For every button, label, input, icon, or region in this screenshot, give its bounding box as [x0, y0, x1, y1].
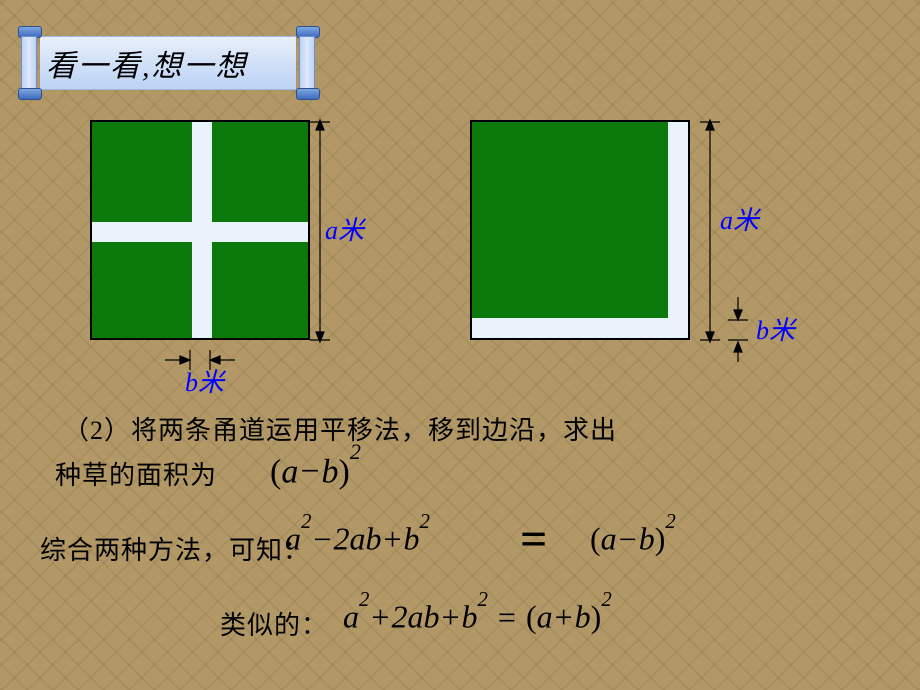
- formula-equals: =: [520, 512, 547, 567]
- dim-label-a-left: a米: [325, 210, 364, 247]
- title-banner: 看一看,想一想: [18, 28, 318, 98]
- formula-similar: a2+2ab+b2 = (a+b)2: [343, 598, 612, 636]
- text-line-3: 综合两种方法，可知：: [40, 530, 310, 567]
- formula-expand-right: (a−b)2: [590, 520, 676, 558]
- text-line-4: 类似的：: [220, 605, 328, 642]
- scroll-cap-left: [18, 28, 40, 98]
- scroll-cap-right: [296, 28, 318, 98]
- text-line-2: 种草的面积为: [55, 455, 217, 492]
- formula-expand-left: a2−2ab+b2: [285, 520, 430, 558]
- formula-area: (a−b)2: [270, 450, 361, 491]
- dim-label-b-left: b米: [185, 362, 224, 399]
- dim-arrows-left: [80, 112, 340, 392]
- banner-title: 看一看,想一想: [40, 36, 296, 90]
- dim-label-b-right: b米: [756, 310, 795, 347]
- dim-arrows-right: [460, 112, 780, 372]
- dim-label-a-right: a米: [720, 200, 759, 237]
- text-line-1: （2）将两条甬道运用平移法，移到边沿，求出: [63, 410, 617, 447]
